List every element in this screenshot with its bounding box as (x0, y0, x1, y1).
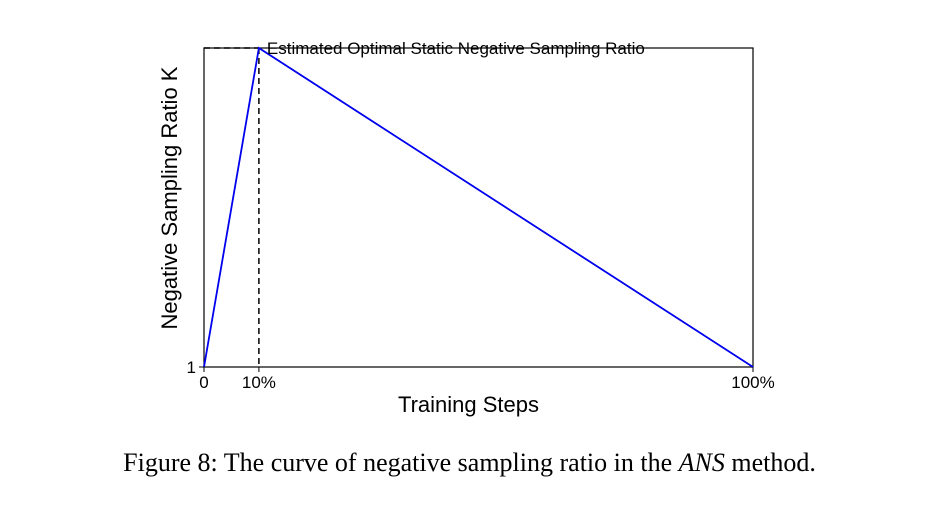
x-axis-label: Training Steps (398, 392, 539, 417)
plot-frame (203, 47, 754, 368)
caption-method-name: ANS (678, 448, 725, 477)
caption-suffix: method. (724, 448, 816, 477)
series-line (203, 46, 754, 368)
chart: 0 10% 100% 1 Estimated Optimal Static Negati… (157, 39, 775, 417)
y-axis-label: Negative Sampling Ratio K (157, 66, 182, 329)
peak-annotation: Estimated Optimal Static Negative Sampli… (267, 39, 645, 58)
caption-prefix: Figure 8: The curve of negative sampling… (123, 448, 679, 477)
x-tick-label: 100% (731, 373, 774, 392)
y-tick-label: 1 (187, 358, 196, 377)
x-tick-label: 10% (242, 373, 276, 392)
figure-caption: Figure 8: The curve of negative sampling… (0, 448, 939, 478)
x-tick-label: 0 (199, 373, 208, 392)
